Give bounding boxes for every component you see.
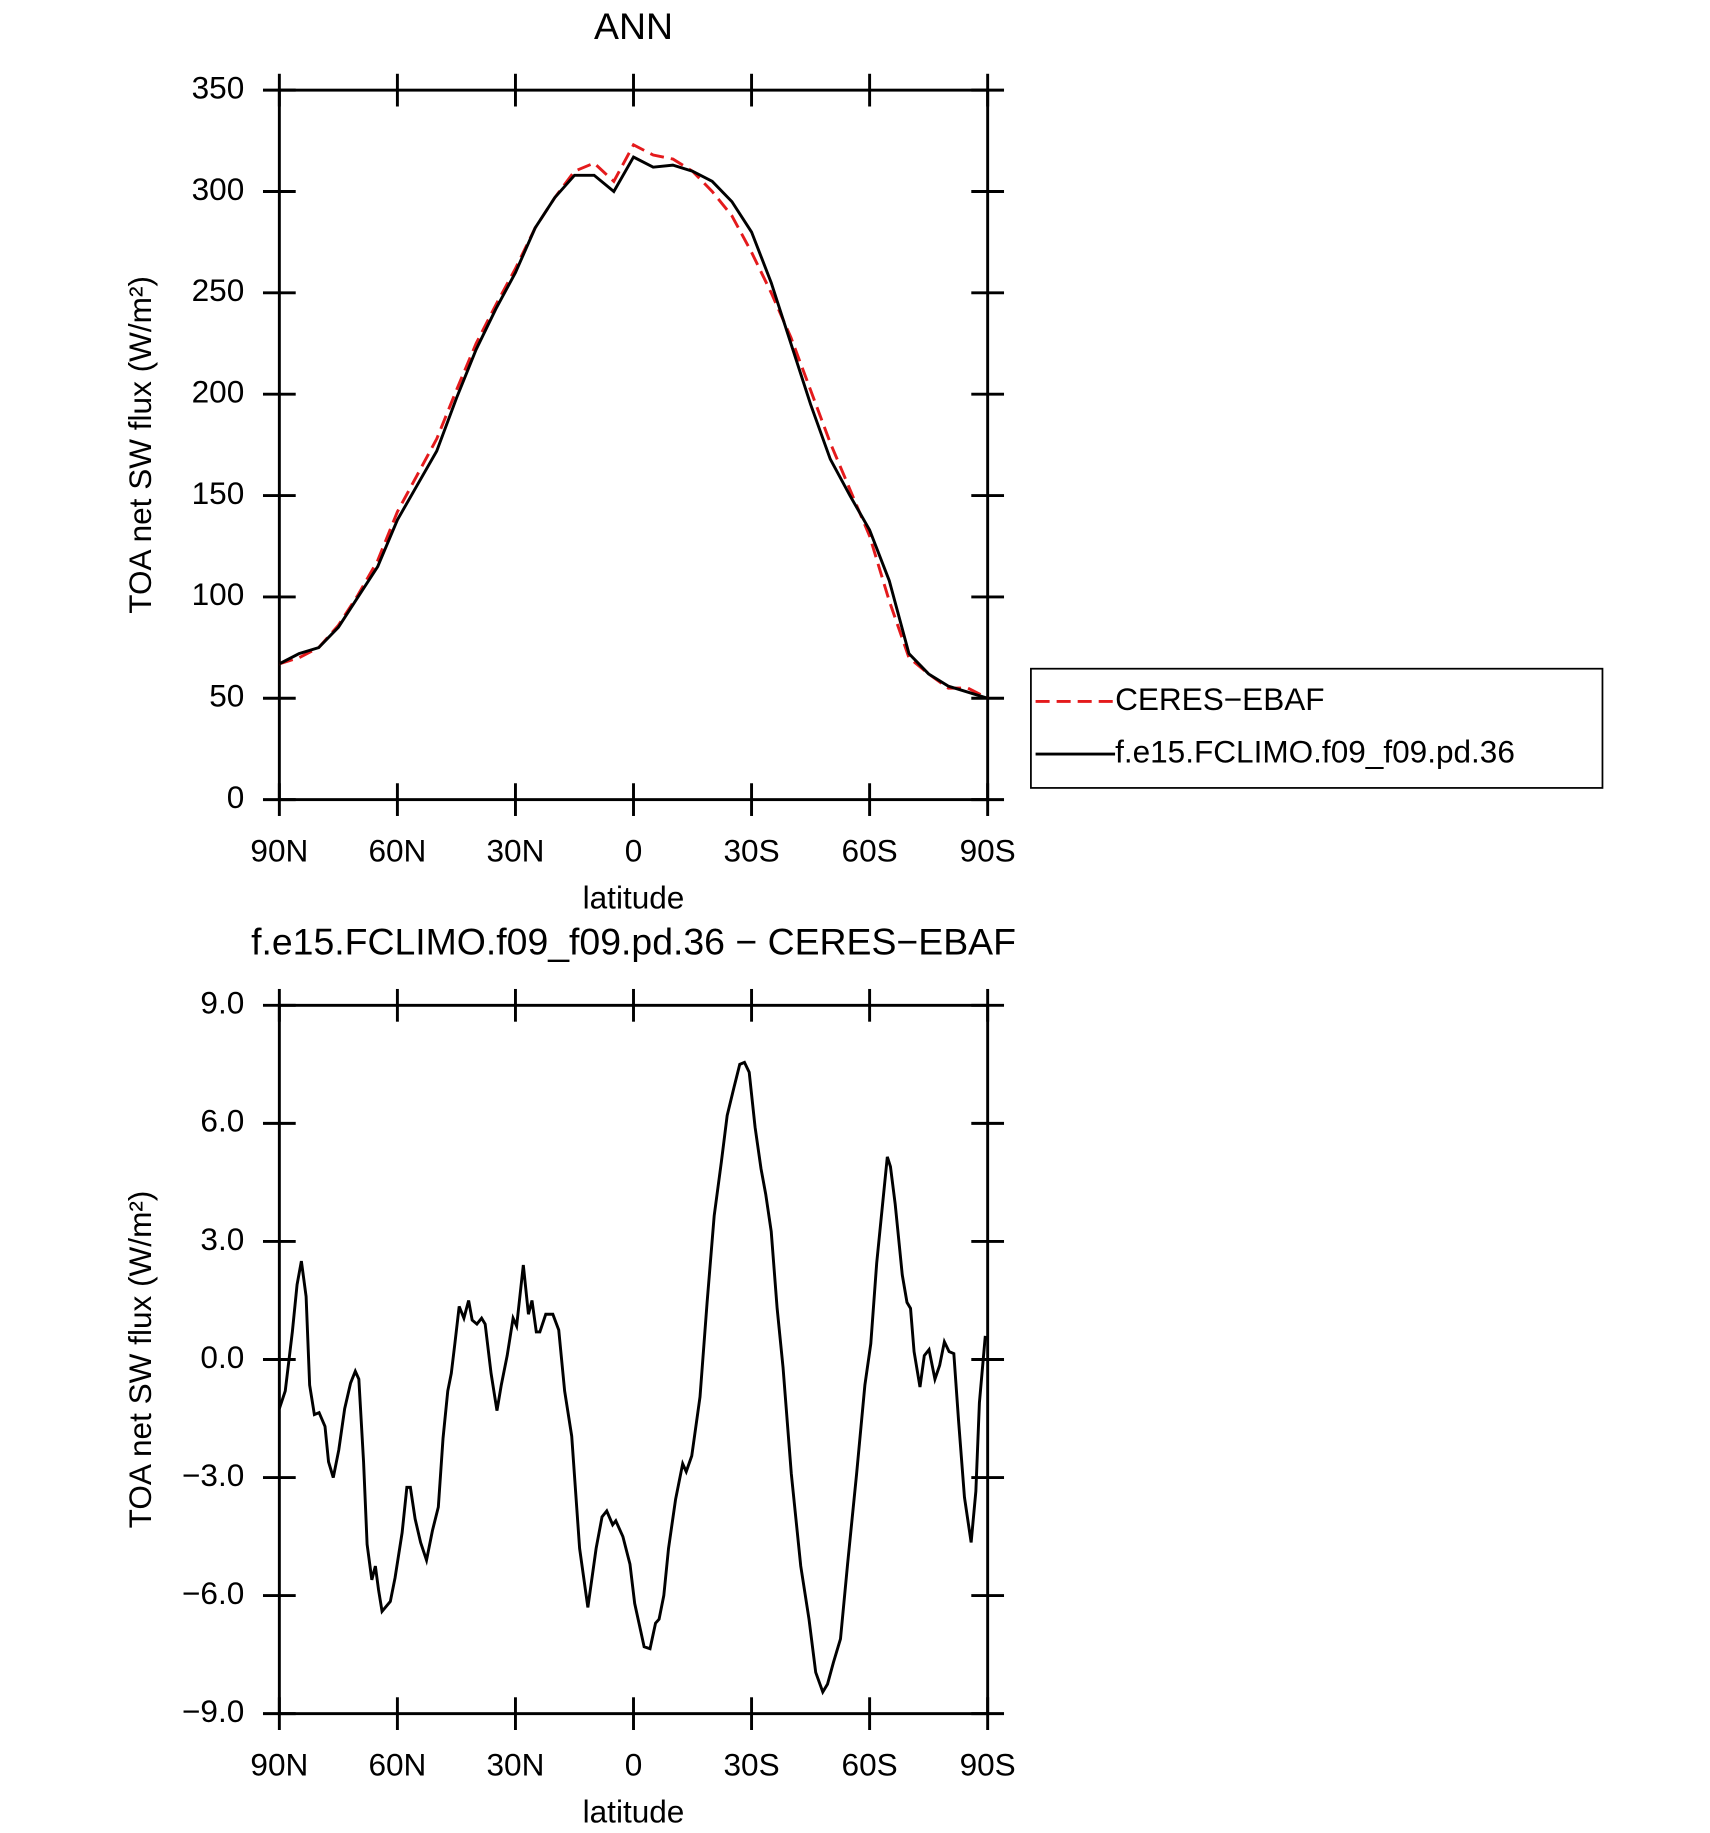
y-tick-label: 200: [192, 374, 245, 410]
x-axis-label: latitude: [583, 879, 685, 915]
x-tick-label: 60N: [368, 833, 426, 869]
x-tick-label: 30S: [723, 833, 779, 869]
x-tick-label: 30N: [487, 833, 545, 869]
y-tick-label: −6.0: [182, 1575, 244, 1611]
x-tick-label: 60S: [842, 833, 898, 869]
x-tick-label: 60N: [368, 1747, 426, 1783]
y-tick-label: 150: [192, 475, 245, 511]
x-tick-label: 90N: [250, 1747, 308, 1783]
y-tick-label: 300: [192, 171, 245, 207]
y-tick-label: 100: [192, 576, 245, 612]
y-tick-label: 3.0: [200, 1221, 244, 1257]
legend-label: CERES−EBAF: [1115, 681, 1325, 717]
legend-box: [1030, 667, 1604, 789]
data-line: [278, 155, 989, 700]
plot-frame: [277, 1003, 990, 1716]
x-tick-label: 90S: [960, 833, 1016, 869]
y-tick-label: 0: [227, 779, 245, 815]
y-tick-label: 50: [209, 678, 244, 714]
x-tick-label: 60S: [842, 1747, 898, 1783]
data-line: [278, 142, 989, 700]
x-tick-label: 90S: [960, 1747, 1016, 1783]
x-tick-label: 0: [625, 1747, 643, 1783]
y-tick-label: 250: [192, 272, 245, 308]
plot-frame: [277, 88, 990, 802]
y-tick-label: −3.0: [182, 1457, 244, 1493]
y-axis-label: TOA net SW flux (W/m²): [122, 1191, 158, 1529]
data-line: [277, 1060, 987, 1696]
y-axis-label: TOA net SW flux (W/m²): [122, 276, 158, 614]
x-tick-label: 30S: [723, 1747, 779, 1783]
y-tick-label: 9.0: [200, 985, 244, 1021]
legend-label: f.e15.FCLIMO.f09_f09.pd.36: [1115, 733, 1515, 769]
y-tick-label: 350: [192, 69, 245, 105]
x-tick-label: 30N: [487, 1747, 545, 1783]
chart-title: f.e15.FCLIMO.f09_f09.pd.36 − CERES−EBAF: [251, 920, 1016, 962]
x-axis-label: latitude: [583, 1793, 685, 1829]
y-tick-label: 0.0: [200, 1339, 244, 1375]
x-tick-label: 0: [625, 833, 643, 869]
chart-title: ANN: [594, 5, 673, 47]
y-tick-label: −9.0: [182, 1693, 244, 1729]
y-tick-label: 6.0: [200, 1103, 244, 1139]
x-tick-label: 90N: [250, 833, 308, 869]
